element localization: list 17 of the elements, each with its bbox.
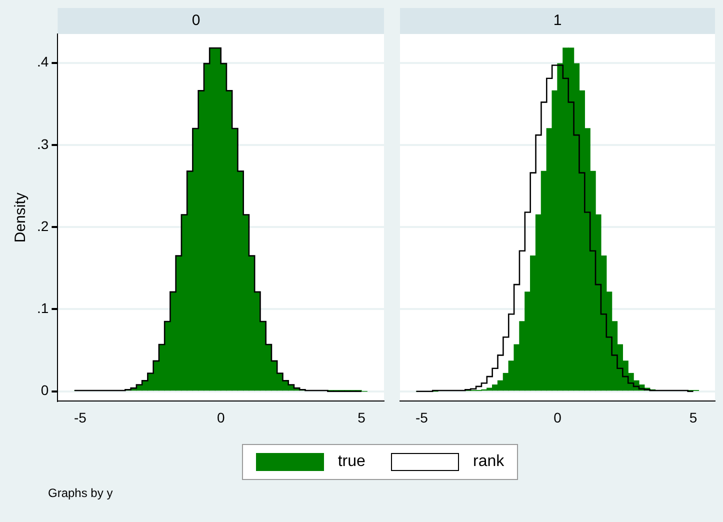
x-tick-label: 5	[358, 409, 366, 426]
y-tick-label: .3	[36, 136, 49, 152]
x-tick-label: 0	[216, 409, 225, 426]
y-tick-label: .2	[36, 218, 49, 234]
legend-label: rank	[473, 453, 504, 471]
x-tick-label: 5	[689, 409, 698, 426]
x-tick-label: 0	[554, 409, 562, 426]
x-tick-label: -5	[416, 409, 428, 426]
x-tick-label: -5	[74, 409, 87, 426]
y-tick-label: 0	[40, 382, 49, 398]
legend-label: true	[338, 453, 366, 471]
y-tick-label: .4	[36, 54, 49, 70]
chart-title: 1	[553, 12, 562, 30]
chart-title: 0	[192, 12, 200, 30]
text: Graphs by y	[48, 486, 113, 500]
y-tick-label: .1	[36, 300, 49, 316]
y-axis-title: Density	[12, 192, 30, 243]
